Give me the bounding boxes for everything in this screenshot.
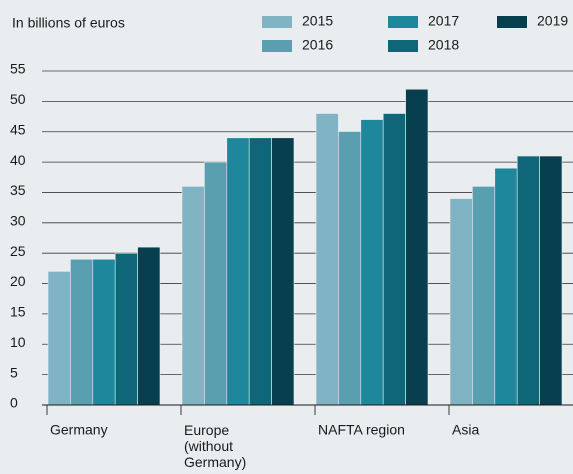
y-tick-label: 40 xyxy=(10,152,26,168)
bar xyxy=(248,137,272,406)
legend-swatch xyxy=(388,16,418,28)
bar xyxy=(405,88,429,406)
y-tick-label: 25 xyxy=(10,243,26,259)
legend-label: 2019 xyxy=(537,13,568,29)
y-tick-label: 15 xyxy=(10,304,26,320)
x-tick-label: Asia xyxy=(452,422,479,438)
y-tick-label: 0 xyxy=(10,395,18,411)
bar xyxy=(181,186,205,406)
bar xyxy=(92,258,116,406)
bar xyxy=(494,167,518,406)
y-tick-label: 50 xyxy=(10,91,26,107)
legend-swatch xyxy=(497,16,527,28)
bar xyxy=(472,186,496,406)
bar xyxy=(539,155,563,406)
chart-subtitle: In billions of euros xyxy=(12,15,125,31)
bar xyxy=(315,113,339,406)
bar xyxy=(360,119,384,406)
bar xyxy=(137,246,161,406)
bar xyxy=(204,161,228,406)
y-tick-label: 10 xyxy=(10,334,26,350)
legend-swatch xyxy=(388,40,418,52)
bar xyxy=(338,131,362,406)
bar xyxy=(114,252,138,406)
legend-swatch xyxy=(262,40,292,52)
bar xyxy=(47,271,71,406)
y-tick-label: 30 xyxy=(10,213,26,229)
x-tick-label: Europe (without Germany) xyxy=(184,422,246,470)
y-tick-label: 35 xyxy=(10,182,26,198)
bar xyxy=(226,137,250,406)
x-tick-label: NAFTA region xyxy=(318,422,405,438)
bar xyxy=(70,258,94,406)
x-tick-label: Germany xyxy=(50,422,108,438)
legend-label: 2018 xyxy=(428,37,459,53)
y-tick-label: 5 xyxy=(10,364,18,380)
legend-label: 2017 xyxy=(428,13,459,29)
y-tick-label: 45 xyxy=(10,121,26,137)
legend-swatch xyxy=(262,16,292,28)
y-tick-label: 55 xyxy=(10,61,26,77)
legend-label: 2015 xyxy=(302,13,333,29)
bar xyxy=(516,155,540,406)
bar xyxy=(271,137,295,406)
legend-label: 2016 xyxy=(302,37,333,53)
bar xyxy=(382,113,406,406)
y-tick-label: 20 xyxy=(10,273,26,289)
bar xyxy=(449,198,473,406)
